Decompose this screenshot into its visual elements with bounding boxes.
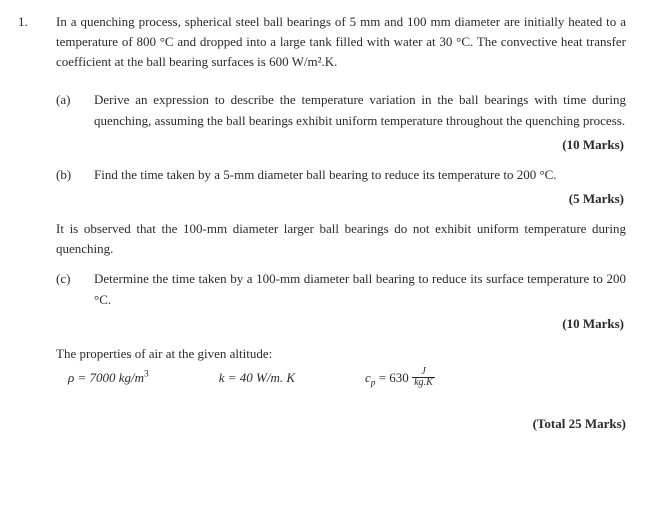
- prop-density: ρ = 7000 kg/m3: [68, 368, 149, 390]
- total-marks: (Total 25 Marks): [56, 414, 626, 434]
- part-b: (b) Find the time taken by a 5-mm diamet…: [56, 165, 626, 185]
- prop-cp: cp = 630 Jkg.K: [365, 368, 435, 390]
- prop-density-label: ρ = 7000 kg/m: [68, 370, 144, 385]
- question-number: 1.: [18, 12, 36, 434]
- part-c-marks: (10 Marks): [56, 314, 626, 334]
- part-b-marks: (5 Marks): [56, 189, 626, 209]
- prop-cp-frac: Jkg.K: [412, 367, 435, 388]
- part-b-label: (b): [56, 165, 80, 185]
- properties-intro: The properties of air at the given altit…: [56, 344, 626, 364]
- part-a-marks: (10 Marks): [56, 135, 626, 155]
- prop-k: k = 40 W/m. K: [219, 368, 295, 390]
- part-b-text: Find the time taken by a 5-mm diameter b…: [94, 165, 626, 185]
- part-c-label: (c): [56, 269, 80, 309]
- prop-cp-eq: = 630: [375, 370, 412, 385]
- question-body: In a quenching process, spherical steel …: [56, 12, 626, 434]
- properties-row: ρ = 7000 kg/m3 k = 40 W/m. K cp = 630 Jk…: [56, 368, 626, 390]
- prop-cp-frac-bot: kg.K: [412, 378, 435, 388]
- observation-text: It is observed that the 100-mm diameter …: [56, 219, 626, 259]
- part-c-text: Determine the time taken by a 100-mm dia…: [94, 269, 626, 309]
- part-a: (a) Derive an expression to describe the…: [56, 90, 626, 130]
- prop-density-exp: 3: [144, 370, 149, 380]
- part-c: (c) Determine the time taken by a 100-mm…: [56, 269, 626, 309]
- part-a-label: (a): [56, 90, 80, 130]
- question-intro: In a quenching process, spherical steel …: [56, 12, 626, 72]
- part-a-text: Derive an expression to describe the tem…: [94, 90, 626, 130]
- question-container: 1. In a quenching process, spherical ste…: [18, 12, 626, 434]
